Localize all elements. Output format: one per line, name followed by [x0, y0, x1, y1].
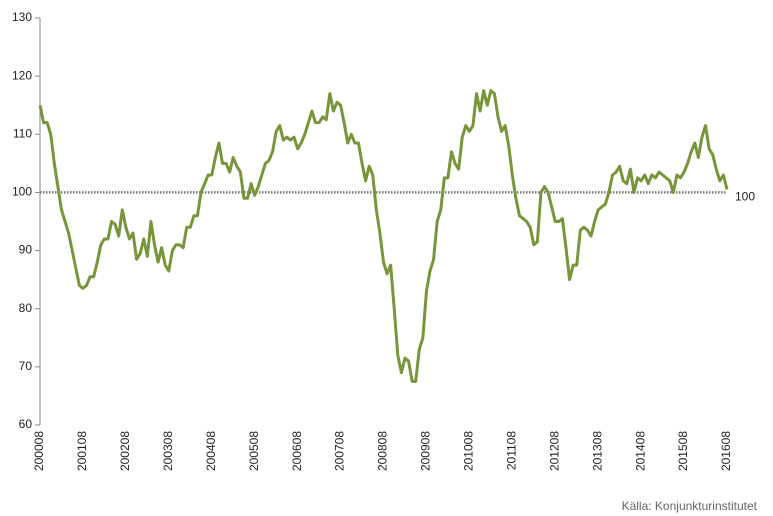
- x-tick-label: 201108: [504, 431, 518, 470]
- y-tick-label: 130: [12, 10, 32, 24]
- x-tick-label: 200908: [419, 431, 433, 471]
- y-tick-label: 70: [19, 359, 33, 373]
- x-tick-label: 201408: [633, 431, 647, 471]
- y-tick-label: 80: [19, 301, 33, 315]
- x-tick-label: 201508: [676, 431, 690, 471]
- x-tick-label: 200208: [118, 431, 132, 471]
- source-note: Källa: Konjunkturinstitutet: [622, 499, 758, 513]
- x-tick-label: 200508: [247, 431, 261, 471]
- reference-label: 100: [735, 190, 755, 204]
- x-tick-label: 201208: [547, 431, 561, 471]
- x-tick-label: 201008: [462, 431, 476, 471]
- y-tick-label: 60: [19, 417, 33, 431]
- x-tick-label: 200308: [161, 431, 175, 471]
- x-tick-label: 200108: [75, 431, 89, 471]
- x-tick-label: 201608: [719, 431, 733, 471]
- x-tick-label: 200008: [32, 431, 46, 471]
- x-tick-label: 200708: [333, 431, 347, 471]
- y-tick-label: 100: [12, 185, 32, 199]
- y-tick-label: 110: [13, 126, 32, 140]
- x-tick-label: 200808: [376, 431, 390, 471]
- y-tick-label: 120: [12, 68, 32, 82]
- data-line: [38, 89, 729, 383]
- y-tick-label: 90: [19, 243, 33, 257]
- x-tick-label: 201308: [590, 431, 604, 471]
- x-tick-label: 200608: [290, 431, 304, 471]
- x-tick-label: 200408: [204, 431, 218, 471]
